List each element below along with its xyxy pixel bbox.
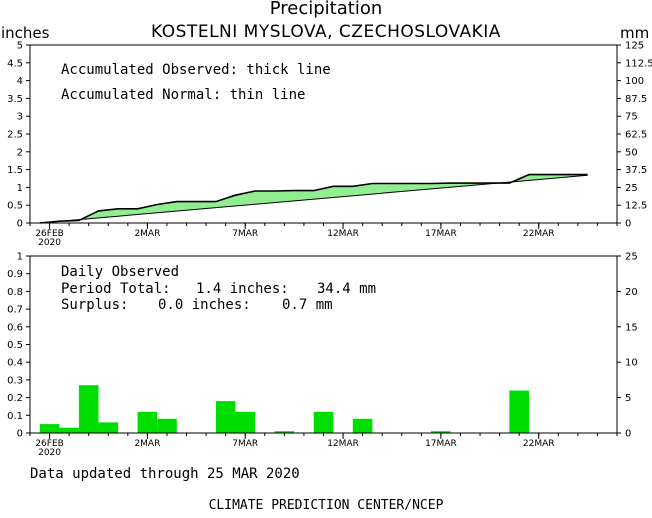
y-tick-label: 0.5	[7, 201, 23, 212]
x-tick-label: 7MAR	[232, 229, 258, 239]
y-tick-label: 2.5	[7, 130, 23, 141]
x-tick-label: 2MAR	[134, 439, 160, 449]
y2-tick-label: 75	[625, 112, 638, 123]
x-tick-label: 17MAR	[425, 439, 457, 449]
y-tick-label: 4	[17, 76, 23, 87]
y2-tick-label: 62.5	[625, 130, 647, 141]
daily-bar	[352, 418, 373, 433]
period-total-inches: 1.4 inches:	[196, 281, 289, 297]
daily-bar	[137, 411, 158, 433]
y2-tick-label: 100	[625, 76, 644, 87]
surplus-inches: 0.0 inches:	[158, 297, 251, 313]
y-tick-label: 0.8	[7, 287, 23, 298]
daily-panel: 00.10.20.30.40.50.60.70.80.9105101520252…	[7, 252, 638, 459]
legend-observed: Accumulated Observed: thick line	[61, 62, 331, 78]
y2-tick-label: 50	[625, 147, 638, 158]
x-tick-label: 12MAR	[327, 229, 359, 239]
surplus-mm: 0.7 mm	[282, 297, 333, 313]
observed-line	[39, 173, 588, 224]
daily-observed-label: Daily Observed	[61, 264, 180, 280]
y2-tick-label: 12.5	[625, 201, 647, 212]
y2-tick-label: 25	[625, 183, 638, 194]
legend-normal: Accumulated Normal: thin line	[61, 87, 306, 103]
y-tick-label: 0.2	[7, 393, 23, 404]
station-name: KOSTELNI MYSLOVA, CZECHOSLOVAKIA	[151, 22, 501, 42]
x-tick-label: 22MAR	[523, 439, 555, 449]
y2-tick-label: 0	[625, 429, 631, 440]
period-total-label: Period Total:	[61, 281, 171, 297]
y-tick-label: 1.5	[7, 165, 23, 176]
y2-tick-label: 112.5	[625, 58, 652, 69]
y-tick-label: 0.4	[7, 358, 23, 369]
x-tick-label: 26FEB	[35, 229, 64, 239]
y-tick-label: 2	[17, 147, 23, 158]
left-unit-label: inches	[1, 24, 50, 42]
right-unit-label: mm	[620, 24, 650, 42]
y-tick-label: 1	[17, 183, 23, 194]
y2-tick-label: 10	[625, 358, 638, 369]
x-tick-label: 22MAR	[523, 229, 555, 239]
y-tick-label: 3.5	[7, 94, 23, 105]
chart-title: Precipitation	[269, 0, 383, 19]
y2-tick-label: 25	[625, 252, 638, 263]
daily-bar	[235, 411, 255, 433]
daily-bar	[39, 424, 60, 433]
period-total-mm: 34.4 mm	[317, 281, 377, 297]
surplus-label: Surplus:	[61, 297, 129, 313]
x-tick-label: 7MAR	[232, 439, 258, 449]
y2-tick-label: 15	[625, 322, 638, 333]
x-tick-label: 12MAR	[327, 439, 359, 449]
credit-line: CLIMATE PREDICTION CENTER/NCEP	[208, 498, 444, 513]
x-tick-label: 17MAR	[425, 229, 457, 239]
y2-tick-label: 37.5	[625, 165, 647, 176]
y2-tick-label: 0	[625, 219, 631, 230]
daily-bar	[157, 418, 177, 433]
y-tick-label: 5	[17, 41, 23, 52]
x-year-label: 2020	[38, 448, 61, 458]
y-tick-label: 1	[17, 252, 23, 263]
x-year-label: 2020	[38, 238, 61, 248]
y-tick-label: 0.9	[7, 269, 23, 280]
daily-bar	[431, 431, 451, 433]
daily-bar	[313, 411, 334, 433]
x-tick-label: 26FEB	[35, 439, 64, 449]
y2-tick-label: 125	[625, 41, 644, 52]
daily-bar	[274, 431, 295, 433]
accumulated-panel: 00.511.522.533.544.55012.52537.55062.575…	[7, 41, 652, 249]
y-tick-label: 0.3	[7, 375, 23, 386]
y2-tick-label: 87.5	[625, 94, 647, 105]
y2-tick-label: 5	[625, 393, 631, 404]
daily-bar	[215, 401, 236, 433]
y-tick-label: 4.5	[7, 58, 23, 69]
y2-tick-label: 20	[625, 287, 638, 298]
data-updated-note: Data updated through 25 MAR 2020	[30, 466, 300, 482]
x-tick-label: 2MAR	[134, 229, 160, 239]
y-tick-label: 0.7	[7, 305, 23, 316]
y-tick-label: 0.6	[7, 322, 23, 333]
daily-bar	[59, 427, 79, 433]
y-tick-label: 0	[17, 219, 23, 230]
daily-bar	[509, 390, 529, 433]
daily-bar	[98, 422, 119, 433]
y-tick-label: 3	[17, 112, 23, 123]
y-tick-label: 0.5	[7, 340, 23, 351]
y-tick-label: 0.1	[7, 411, 23, 422]
y-tick-label: 0	[17, 429, 23, 440]
daily-bar	[78, 385, 99, 433]
